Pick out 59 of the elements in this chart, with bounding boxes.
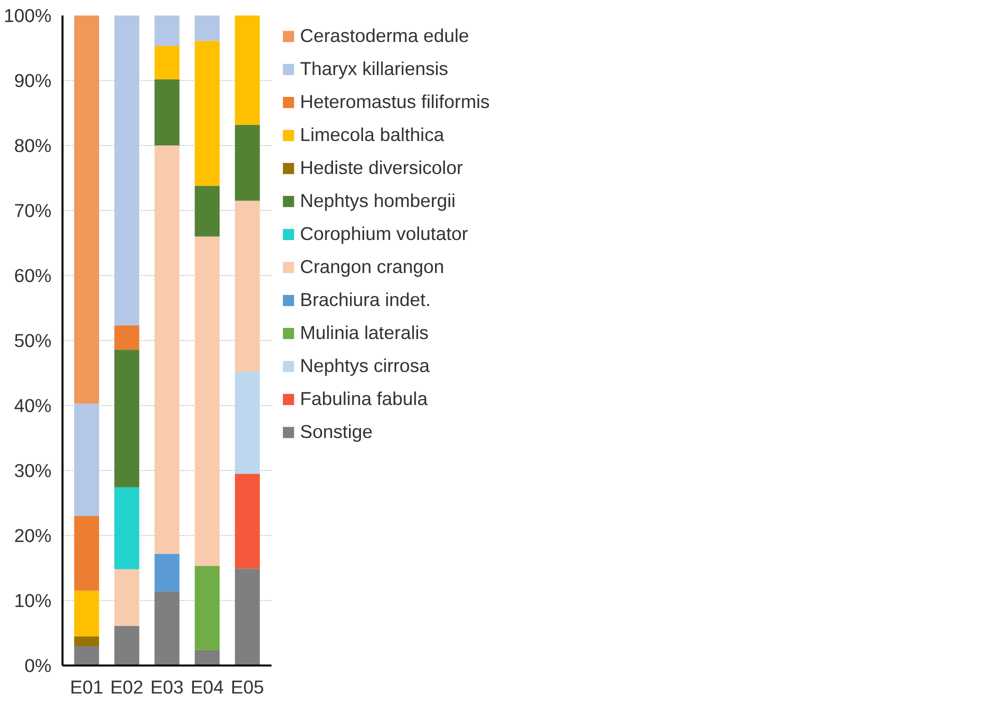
bar — [234, 16, 260, 125]
bar — [74, 16, 100, 404]
x-tick-label: E04 — [190, 676, 224, 698]
legend-label: Nephtys cirrosa — [300, 355, 430, 377]
legend-label: Sonstige — [300, 421, 373, 443]
bar — [194, 236, 220, 566]
bar — [74, 646, 100, 666]
bar — [74, 636, 100, 646]
legend-label: Nephtys hombergii — [300, 190, 456, 212]
y-tick-label: 60% — [14, 265, 52, 286]
bar — [154, 554, 180, 592]
legend-label: Brachiura indet. — [300, 289, 431, 311]
y-tick-label: 10% — [14, 590, 52, 611]
legend-label: Mulinia lateralis — [300, 322, 429, 344]
bar — [234, 568, 260, 666]
y-tick-label: 50% — [14, 330, 52, 351]
y-tick-label: 100% — [4, 5, 52, 26]
x-tick-label: E02 — [110, 676, 144, 698]
legend-label: Cerastoderma edule — [300, 25, 470, 47]
y-tick-label: 80% — [14, 135, 52, 156]
bar — [114, 487, 140, 570]
bar — [234, 124, 260, 201]
legend-label: Limecola balthica — [300, 124, 444, 146]
legend-label: Tharyx killariensis — [300, 58, 448, 80]
x-tick-label: E01 — [70, 676, 104, 698]
bar — [154, 16, 180, 46]
legend-label: Heteromastus filiformis — [300, 91, 490, 113]
bar — [234, 372, 260, 474]
legend-label: Corophium volutator — [300, 223, 468, 245]
y-tick-label: 90% — [14, 70, 52, 91]
bar — [114, 350, 140, 488]
bar — [74, 516, 100, 591]
bar — [114, 569, 140, 626]
y-tick-label: 20% — [14, 525, 52, 546]
bar — [154, 591, 180, 666]
y-tick-label: 40% — [14, 395, 52, 416]
legend-label: Crangon crangon — [300, 256, 444, 278]
bar — [194, 650, 220, 666]
bar — [154, 79, 180, 146]
bar — [194, 40, 220, 186]
bar — [74, 590, 100, 636]
y-tick-label: 30% — [14, 460, 52, 481]
bar — [234, 200, 260, 372]
bar — [114, 626, 140, 666]
bar — [154, 46, 180, 80]
bar — [74, 404, 100, 516]
legend-label: Hediste diversicolor — [300, 157, 463, 179]
bar — [234, 474, 260, 569]
x-tick-label: E03 — [150, 676, 184, 698]
y-tick-label: 0% — [24, 655, 52, 676]
bar — [194, 16, 220, 41]
bar — [114, 326, 140, 350]
bar — [114, 16, 140, 326]
x-tick-label: E05 — [230, 676, 264, 698]
y-tick-label: 70% — [14, 200, 52, 221]
bar — [194, 186, 220, 236]
bar — [154, 146, 180, 554]
bar — [194, 566, 220, 650]
legend-label: Fabulina fabula — [300, 388, 428, 410]
